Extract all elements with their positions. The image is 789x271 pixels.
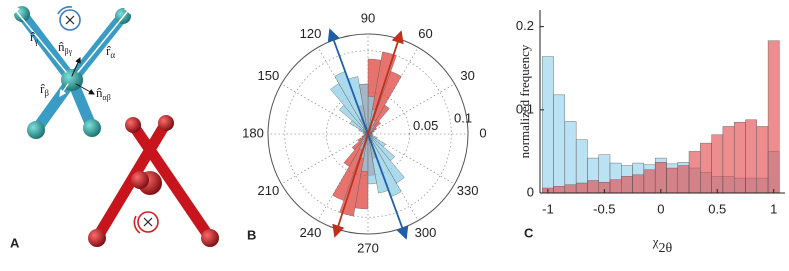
histogram-bar — [722, 126, 735, 194]
theta-tick-label: 0 — [479, 125, 486, 140]
histogram-bar — [700, 142, 712, 194]
histogram-bar — [745, 119, 757, 194]
histogram-bar — [677, 165, 690, 194]
theta-tick-label: 210 — [258, 183, 280, 198]
rose-wedge — [330, 83, 369, 135]
theta-tick-label: 150 — [258, 68, 280, 83]
histogram-bar — [609, 179, 622, 194]
y-axis-title: normalized frequency — [517, 44, 532, 158]
histogram-bar — [575, 182, 588, 194]
histogram-bar — [688, 151, 701, 194]
theta-tick-label: 60 — [418, 26, 432, 41]
histogram-bar — [643, 169, 656, 194]
histogram-bar — [756, 126, 769, 194]
r-grid-circle — [284, 50, 452, 218]
x-title-sub: 2θ — [659, 241, 673, 256]
rose-wedge — [358, 128, 369, 135]
label-base: r̂ — [40, 81, 46, 96]
red-rotation-icon — [133, 211, 159, 234]
theta-tick-label: 300 — [415, 225, 437, 240]
rose-wedge — [338, 104, 369, 135]
histogram-bar — [767, 40, 780, 194]
label-base: n̂ — [96, 85, 103, 100]
spoke — [281, 133, 369, 185]
histogram-bar — [553, 186, 566, 194]
label-sub: βγ — [65, 47, 73, 56]
vector-label: n̂βγ — [58, 39, 73, 56]
panel-label: A — [10, 235, 20, 250]
blue-rotation-icon — [57, 5, 81, 31]
label-sub: β — [44, 88, 49, 98]
polar-frame — [267, 33, 469, 235]
y-tick-label: 0 — [527, 184, 534, 199]
vector-label: n̂αβ — [96, 85, 111, 102]
theta-tick-label: 180 — [242, 125, 264, 140]
vector-label: r̂γ — [30, 29, 38, 46]
x-tick-label: 0.5 — [708, 201, 726, 216]
rose-wedge — [367, 133, 378, 140]
panel-label: C — [524, 225, 534, 240]
y-tick-label: 0.2 — [516, 18, 534, 33]
x-tick-label: -0.5 — [593, 201, 615, 216]
polar-chart: 0 30 60 90 120 150 180 210 240 270 300 330 0.05 0.1 B — [242, 10, 486, 255]
label-sub: γ — [33, 36, 38, 46]
panel-a: r̂γ n̂βγ r̂α r̂β n̂αβ A — [10, 4, 219, 250]
polar-arrows — [327, 28, 409, 240]
theta-tick-label: 330 — [457, 183, 479, 198]
histogram-bar — [632, 174, 645, 194]
label-base: n̂ — [58, 39, 65, 54]
theta-tick-label: 120 — [300, 26, 322, 41]
histogram-bar — [542, 56, 554, 194]
histogram-bar — [553, 94, 566, 194]
vector-label: r̂α — [106, 43, 115, 60]
theta-tick-label: 240 — [300, 225, 322, 240]
x-tick-label: 0 — [657, 201, 664, 216]
x-title-base: χ — [652, 234, 659, 249]
histogram-bar — [666, 167, 678, 194]
label-base: r̂ — [30, 29, 36, 44]
r-tick-label: 0.1 — [454, 111, 472, 126]
histogram-bar — [733, 122, 746, 194]
red-molecule — [88, 115, 219, 247]
rose-wedge — [367, 133, 405, 184]
histogram-bar — [621, 176, 633, 194]
histogram-bar — [564, 121, 577, 194]
histogram-bar — [654, 162, 667, 194]
rose-wedge — [367, 133, 386, 148]
blue-molecule — [11, 4, 133, 139]
x-axis-title: χ2θ — [652, 234, 673, 256]
vector-label: r̂β — [40, 81, 49, 98]
label-base: r̂ — [106, 43, 112, 58]
theta-tick-label: 270 — [357, 240, 379, 255]
rose-wedge — [367, 133, 374, 136]
histogram-bar — [587, 180, 599, 194]
r-tick-label: 0.05 — [413, 118, 438, 133]
label-sub: α — [110, 50, 115, 60]
label-sub: αβ — [103, 93, 111, 102]
theta-tick-label: 90 — [361, 10, 375, 25]
rose-wedge — [349, 120, 369, 135]
histogram-chart: 0 0.1 0.2 -1 -0.5 0 0.5 1 normalized frequency χ2… — [516, 10, 785, 256]
x-tick-label: -1 — [542, 201, 554, 216]
x-tick-label: 1 — [770, 201, 777, 216]
rose-wedge — [362, 132, 369, 135]
y-tick-label: 0.1 — [516, 101, 534, 116]
spoke — [367, 83, 455, 135]
panel-label: B — [247, 227, 256, 242]
theta-tick-label: 30 — [460, 68, 474, 83]
histogram-bar — [711, 134, 724, 194]
histogram-bar — [564, 184, 577, 194]
rose-wedge — [367, 133, 396, 162]
